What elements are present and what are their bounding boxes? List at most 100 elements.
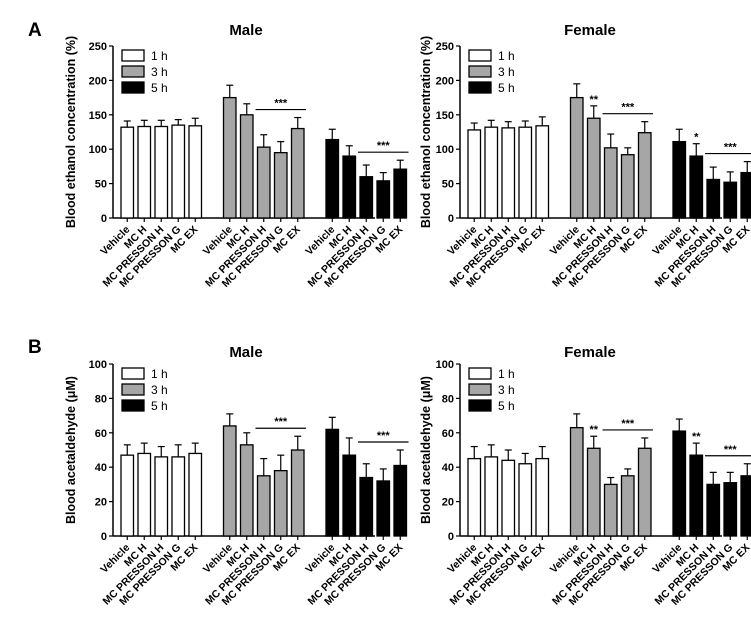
legend-swatch xyxy=(121,367,145,380)
bar xyxy=(586,447,601,537)
bar xyxy=(137,452,152,537)
y-axis-label: Blood ethanol concentration (%) xyxy=(64,36,78,228)
legend-label: 1 h xyxy=(498,367,515,381)
bar xyxy=(290,449,305,537)
significance-marker: ** xyxy=(589,424,598,436)
bar xyxy=(672,140,687,219)
charts: Male Blood ethanol concentration (%) 0 50 10… xyxy=(64,22,751,608)
chart-1: Male Blood ethanol concentration (%) 0 50 10… xyxy=(64,22,409,290)
bar xyxy=(359,176,374,219)
bar xyxy=(120,454,135,537)
y-tick-label: 0 xyxy=(101,213,107,225)
legend-label: 5 h xyxy=(498,81,515,95)
legend: 1 h 3 h 5 h xyxy=(468,49,515,95)
chart-2: Female Blood ethanol concentration (%) 0 50… xyxy=(419,22,751,290)
significance-marker: *** xyxy=(621,418,635,430)
bar xyxy=(620,475,635,537)
y-tick-label: 150 xyxy=(436,110,454,122)
bar xyxy=(154,125,169,219)
bar xyxy=(376,180,391,219)
y-tick-label: 100 xyxy=(89,359,107,371)
legend-label: 3 h xyxy=(498,65,515,79)
legend-swatch xyxy=(468,367,492,380)
bar xyxy=(518,126,533,219)
y-tick-label: 20 xyxy=(442,497,454,509)
bar xyxy=(137,125,152,219)
bar xyxy=(706,178,721,219)
bar xyxy=(672,430,687,537)
chart-title: Female xyxy=(564,22,616,39)
bar xyxy=(325,138,340,219)
significance-marker: ** xyxy=(589,94,598,106)
bar xyxy=(171,124,186,219)
bar xyxy=(171,456,186,537)
legend-swatch xyxy=(121,65,145,78)
y-tick-label: 80 xyxy=(95,393,107,405)
legend: 1 h 3 h 5 h xyxy=(121,49,168,95)
y-tick-label: 0 xyxy=(101,531,107,543)
legend-label: 5 h xyxy=(151,399,168,413)
significance-marker: *** xyxy=(377,140,391,152)
bar xyxy=(154,456,169,537)
chart-title: Male xyxy=(229,22,262,39)
legend-label: 1 h xyxy=(151,49,168,63)
legend-swatch xyxy=(468,399,492,412)
bar xyxy=(239,444,254,537)
significance-marker: *** xyxy=(274,98,288,110)
significance-marker: *** xyxy=(377,430,391,442)
significance-marker: *** xyxy=(621,102,635,114)
bar xyxy=(706,483,721,537)
legend-swatch xyxy=(121,49,145,62)
legend-label: 1 h xyxy=(151,367,168,381)
bar xyxy=(586,117,601,219)
legend: 1 h 3 h 5 h xyxy=(121,367,168,413)
legend-label: 3 h xyxy=(151,65,168,79)
y-tick-label: 50 xyxy=(442,179,454,191)
bar xyxy=(501,127,516,219)
bar xyxy=(740,475,751,537)
panel-letter-b: B xyxy=(28,337,42,358)
bar xyxy=(535,457,550,537)
legend-label: 5 h xyxy=(498,399,515,413)
bar xyxy=(723,482,738,537)
bar xyxy=(689,454,704,537)
chart-title: Male xyxy=(229,344,262,361)
bar xyxy=(603,147,618,219)
legend-label: 5 h xyxy=(151,81,168,95)
y-tick-label: 100 xyxy=(436,144,454,156)
bar xyxy=(273,151,288,219)
y-axis-label: Blood ethanol concentration (%) xyxy=(419,36,433,228)
panel-letter-a: A xyxy=(28,20,42,41)
bar xyxy=(723,181,738,219)
bar xyxy=(603,483,618,537)
bar xyxy=(188,452,203,537)
legend-swatch xyxy=(468,81,492,94)
bar xyxy=(484,456,499,537)
y-tick-label: 80 xyxy=(442,393,454,405)
significance-marker: *** xyxy=(724,444,738,456)
y-tick-label: 100 xyxy=(436,359,454,371)
bar xyxy=(256,146,271,219)
legend-swatch xyxy=(468,49,492,62)
bar xyxy=(740,171,751,219)
bar xyxy=(239,114,254,219)
bar xyxy=(393,464,408,537)
bar xyxy=(290,127,305,219)
legend-swatch xyxy=(121,399,145,412)
bar xyxy=(256,475,271,537)
chart-title: Female xyxy=(564,344,616,361)
bar xyxy=(518,463,533,537)
y-tick-label: 60 xyxy=(95,428,107,440)
significance-marker: *** xyxy=(724,142,738,154)
bar xyxy=(376,480,391,537)
legend-swatch xyxy=(121,81,145,94)
bar xyxy=(569,96,584,219)
y-tick-label: 0 xyxy=(448,531,454,543)
bar xyxy=(620,154,635,219)
y-tick-label: 200 xyxy=(436,75,454,87)
legend-swatch xyxy=(121,383,145,396)
bar xyxy=(222,96,237,219)
y-tick-label: 0 xyxy=(448,213,454,225)
